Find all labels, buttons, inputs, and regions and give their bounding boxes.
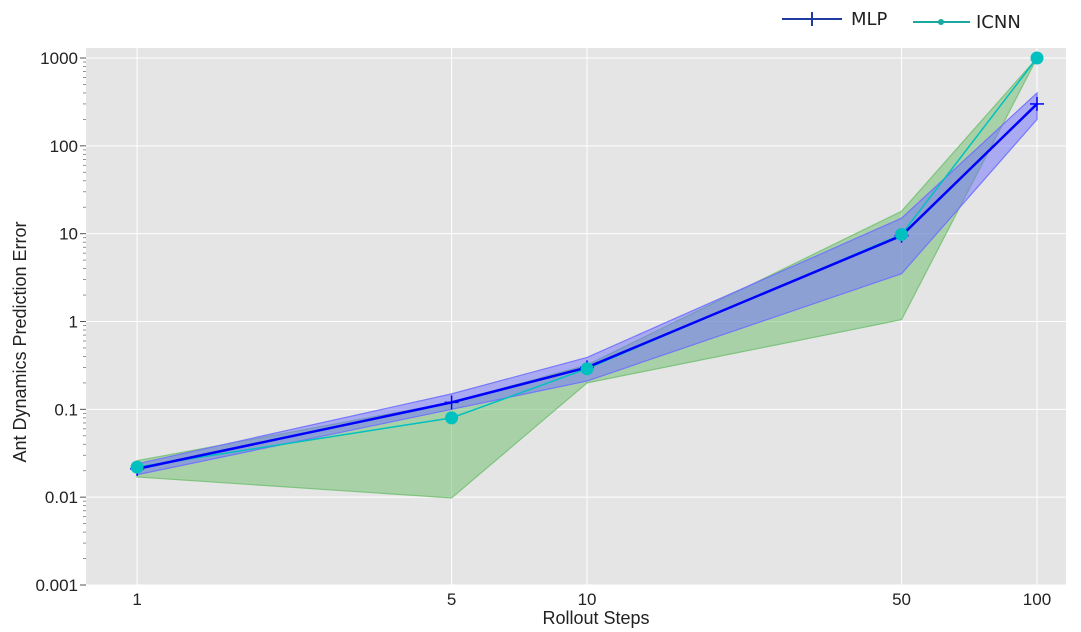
x-tick-label: 50 xyxy=(892,590,911,609)
y-tick-label: 10 xyxy=(59,225,78,244)
x-axis-label: Rollout Steps xyxy=(542,608,649,628)
x-axis-ticks: 1 5 10 50 100 xyxy=(132,590,1051,609)
x-tick-label: 10 xyxy=(578,590,597,609)
y-tick-label: 1000 xyxy=(40,49,78,68)
y-tick-label: 0.01 xyxy=(45,488,78,507)
legend-icnn-label: ICNN xyxy=(976,12,1021,33)
plot-background xyxy=(86,48,1066,585)
legend: MLP ICNN xyxy=(782,9,1021,33)
y-tick-label: 0.1 xyxy=(54,400,78,419)
y-tick-label: 0.001 xyxy=(35,576,78,595)
grid-lines xyxy=(86,48,1066,586)
icnn-marker xyxy=(580,362,594,376)
icnn-marker xyxy=(1030,51,1044,65)
icnn-marker xyxy=(895,227,909,241)
x-tick-label: 1 xyxy=(132,590,141,609)
y-tick-label: 1 xyxy=(69,313,78,332)
x-tick-label: 5 xyxy=(447,590,456,609)
y-axis-ticks: 0.001 0.01 0.1 1 10 100 1000 xyxy=(35,49,86,595)
mlp-band xyxy=(136,91,1038,476)
icnn-marker xyxy=(130,460,144,474)
y-axis-label: Ant Dynamics Prediction Error xyxy=(10,221,30,462)
series-markers xyxy=(130,51,1044,476)
legend-mlp-label: MLP xyxy=(851,9,888,30)
icnn-marker xyxy=(445,411,459,425)
y-tick-label: 100 xyxy=(50,137,78,156)
legend-icnn-marker xyxy=(938,19,944,25)
x-tick-label: 100 xyxy=(1023,590,1051,609)
